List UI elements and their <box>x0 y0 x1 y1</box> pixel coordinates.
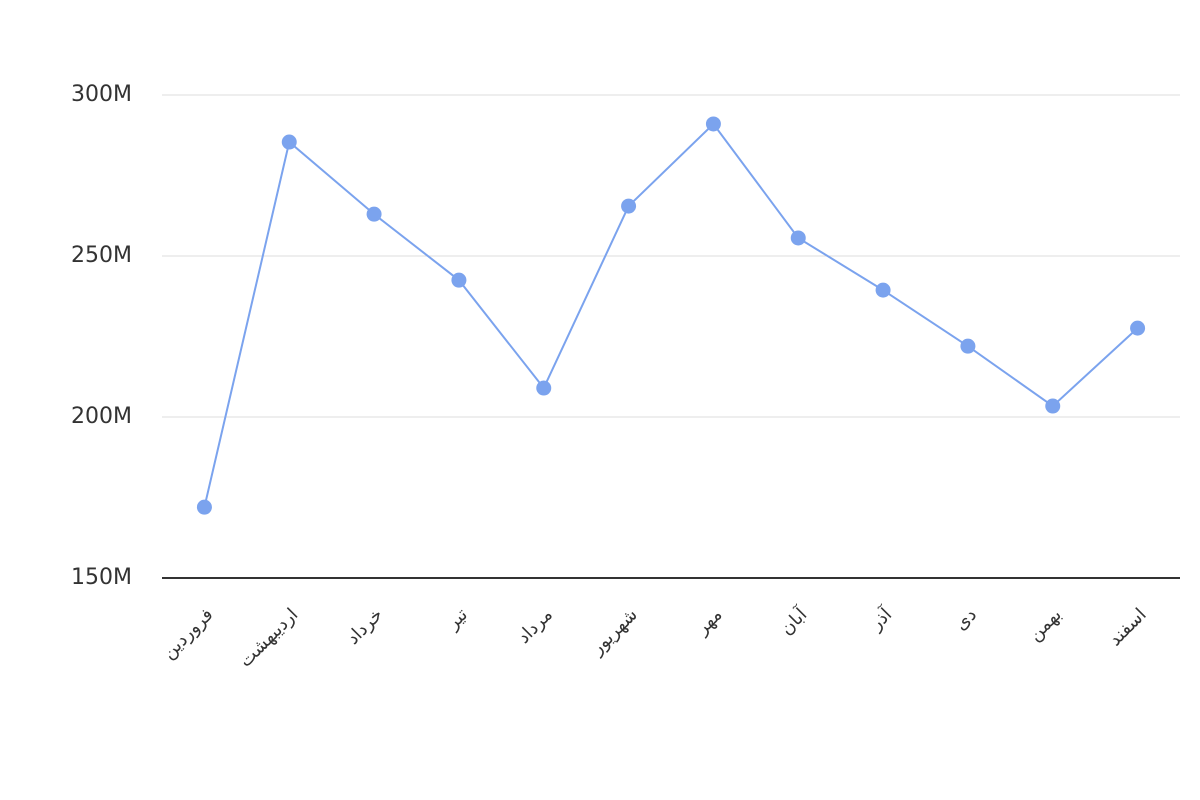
point <box>451 272 467 288</box>
point <box>281 134 297 150</box>
x-tick-label: آبان <box>775 602 812 639</box>
point <box>621 198 637 214</box>
x-tick-label: مرداد <box>513 604 557 648</box>
x-tick-label: مهر <box>691 604 726 639</box>
line <box>203 122 1139 508</box>
point <box>790 230 806 246</box>
x-tick-label: اسفند <box>1105 604 1151 650</box>
y-tick-label: 150M <box>71 565 132 590</box>
y-tick-label: 300M <box>71 82 132 107</box>
y-tick-label: 200M <box>71 404 132 429</box>
point <box>196 499 212 515</box>
point <box>1130 320 1146 336</box>
point <box>366 206 382 222</box>
point <box>960 338 976 354</box>
point <box>536 380 552 396</box>
point <box>1045 398 1061 414</box>
x-tick-label: تیر <box>442 604 472 634</box>
x-tick-label: اردیبهشت <box>235 604 302 671</box>
y-tick-label: 250M <box>71 243 132 268</box>
x-tick-label: بهمن <box>1025 604 1066 645</box>
point <box>875 282 891 298</box>
point <box>705 116 721 132</box>
x-tick-label: آذر <box>864 602 897 635</box>
x-tick-label: فروردین <box>158 604 217 663</box>
x-tick-label: خرداد <box>343 604 388 649</box>
x-tick-label: دی <box>951 604 981 634</box>
x-tick-label: شهریور <box>586 604 641 659</box>
